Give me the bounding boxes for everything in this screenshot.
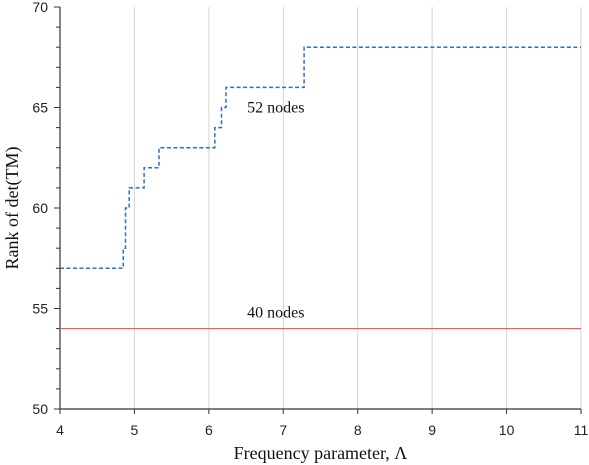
axes [54, 6, 582, 414]
grid-lines [133, 7, 582, 409]
y-tick-label-60: 60 [32, 200, 48, 216]
y-axis-title: Rank of det(TM) [2, 147, 23, 270]
x-axis-title: Frequency parameter, Λ [234, 443, 408, 463]
y-tick-label-55: 55 [32, 301, 48, 317]
series-lines [60, 46, 581, 330]
x-tick-label-5: 5 [131, 422, 139, 438]
x-tick-label-7: 7 [279, 422, 287, 438]
x-tick-label-10: 10 [499, 422, 515, 438]
series-line-52-nodes [60, 46, 581, 270]
x-tick-label-4: 4 [56, 422, 64, 438]
y-tick-label-65: 65 [32, 100, 48, 116]
x-tick-label-11: 11 [574, 422, 589, 438]
x-tick-label-8: 8 [354, 422, 362, 438]
tick-labels: 50 55 60 65 70 4 5 6 7 8 9 10 11 [32, 0, 588, 438]
y-tick-label-50: 50 [32, 401, 48, 417]
y-tick-label-70: 70 [32, 0, 48, 15]
x-tick-label-6: 6 [205, 422, 213, 438]
annotation-52-nodes: 52 nodes [247, 100, 304, 117]
x-tick-label-9: 9 [428, 422, 436, 438]
annotation-40-nodes: 40 nodes [247, 305, 304, 322]
